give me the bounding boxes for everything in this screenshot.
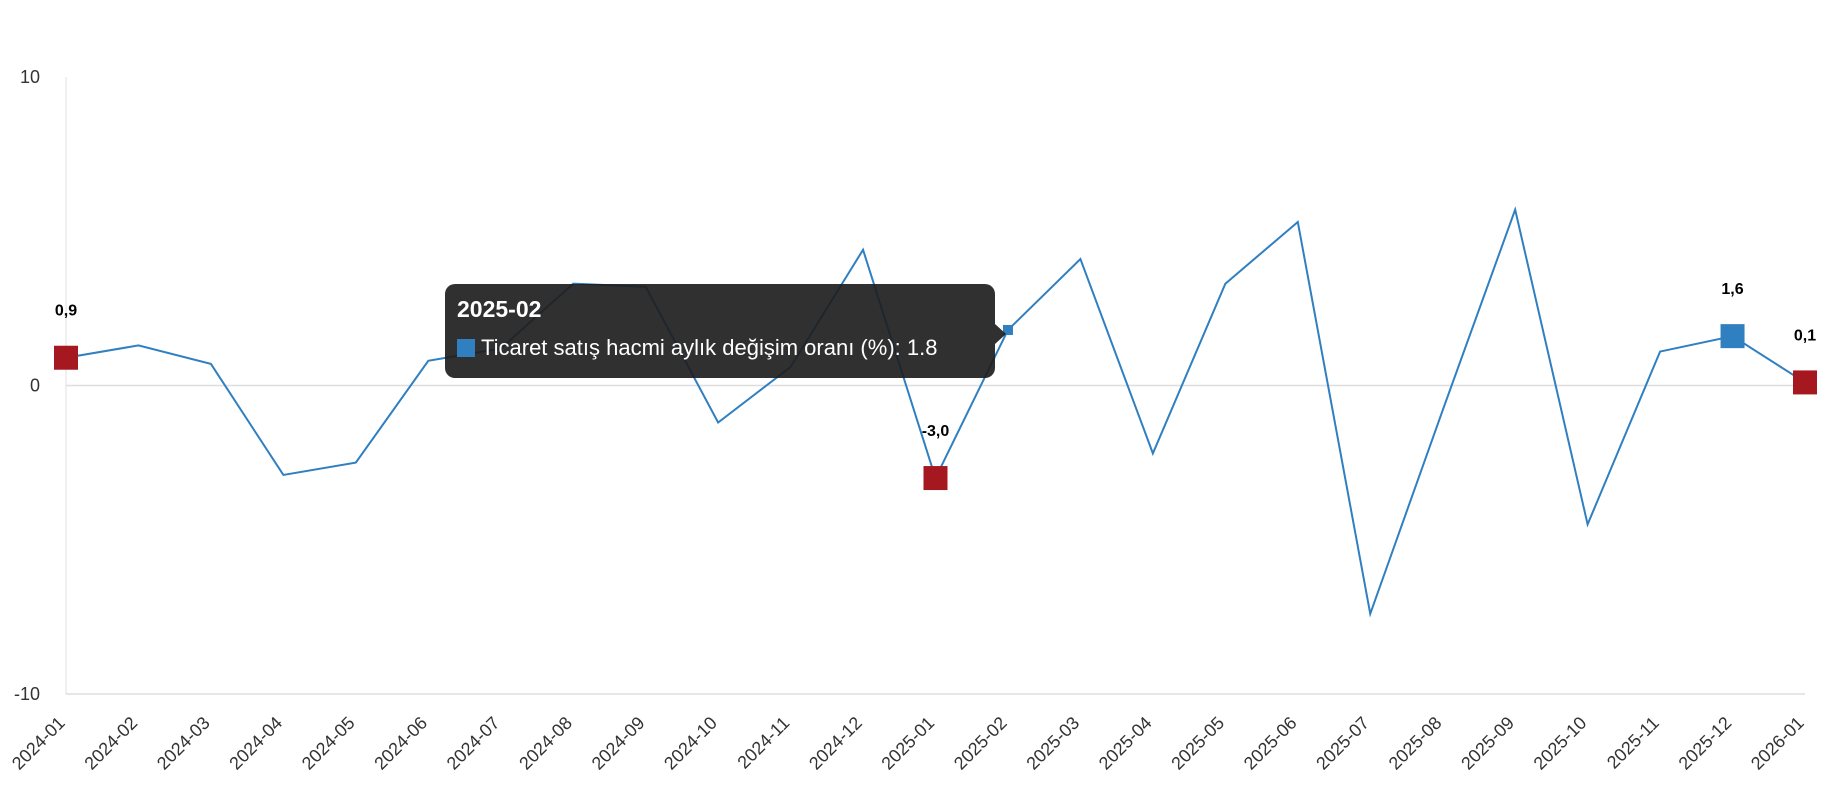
x-tick-label: 2024-02 xyxy=(80,713,141,774)
x-tick-label: 2025-01 xyxy=(877,713,938,774)
y-axis: -10 0 10 xyxy=(14,67,40,704)
x-tick-label: 2025-12 xyxy=(1675,713,1736,774)
grid-layer xyxy=(65,77,1805,695)
x-axis: 2024-01 2024-02 2024-03 2024-04 2024-05 2024-… xyxy=(8,713,1808,774)
series-layer xyxy=(65,206,1806,618)
x-tick-label: 2024-01 xyxy=(8,713,69,774)
highlight-point-marker[interactable] xyxy=(1720,324,1745,349)
x-tick-label: 2025-11 xyxy=(1603,713,1663,773)
data-label: 1,6 xyxy=(1721,281,1743,298)
x-tick-label: 2025-06 xyxy=(1240,713,1301,774)
x-tick-label: 2024-06 xyxy=(370,713,431,774)
tooltip-text: Ticaret satış hacmi aylık değişim oranı … xyxy=(481,335,938,360)
x-tick-label: 2025-07 xyxy=(1312,713,1373,774)
y-tick-label: 0 xyxy=(30,376,40,396)
x-tick-label: 2024-03 xyxy=(153,713,214,774)
markers-layer: 0,9 -3,0 1,6 0,1 xyxy=(54,281,1817,491)
x-tick-label: 2024-04 xyxy=(225,713,286,774)
tooltip-row: Ticaret satış hacmi aylık değişim oranı … xyxy=(457,336,983,360)
x-tick-label: 2024-07 xyxy=(443,713,504,774)
chart-tooltip: 2025-02 Ticaret satış hacmi aylık değişi… xyxy=(445,284,1006,378)
x-tick-label: 2024-09 xyxy=(588,713,649,774)
series-line xyxy=(65,206,1806,618)
data-label: 0,9 xyxy=(55,303,77,320)
x-tick-label: 2025-08 xyxy=(1385,713,1446,774)
tooltip-series-swatch xyxy=(457,339,475,357)
x-tick-label: 2024-05 xyxy=(298,713,359,774)
active-point-marker[interactable] xyxy=(1002,324,1013,335)
x-tick-label: 2025-03 xyxy=(1022,713,1083,774)
x-tick-label: 2025-09 xyxy=(1457,713,1518,774)
x-tick-label: 2024-11 xyxy=(733,713,793,773)
highlight-point-marker[interactable] xyxy=(54,345,78,370)
x-tick-label: 2025-04 xyxy=(1095,713,1156,774)
x-tick-label: 2024-08 xyxy=(515,713,576,774)
x-tick-label: 2025-05 xyxy=(1167,713,1228,774)
y-tick-label: 10 xyxy=(20,67,40,87)
y-tick-label: -10 xyxy=(14,684,40,704)
data-label: -3,0 xyxy=(922,423,950,440)
x-tick-label: 2026-01 xyxy=(1747,713,1808,774)
x-tick-label: 2024-10 xyxy=(660,713,721,774)
tooltip-title: 2025-02 xyxy=(457,296,542,322)
x-tick-label: 2024-12 xyxy=(805,713,866,774)
highlight-point-marker[interactable] xyxy=(1793,370,1817,395)
x-tick-label: 2025-02 xyxy=(950,713,1011,774)
data-label: 0,1 xyxy=(1794,327,1816,344)
x-tick-label: 2025-10 xyxy=(1530,713,1591,774)
highlight-point-marker[interactable] xyxy=(923,466,948,491)
